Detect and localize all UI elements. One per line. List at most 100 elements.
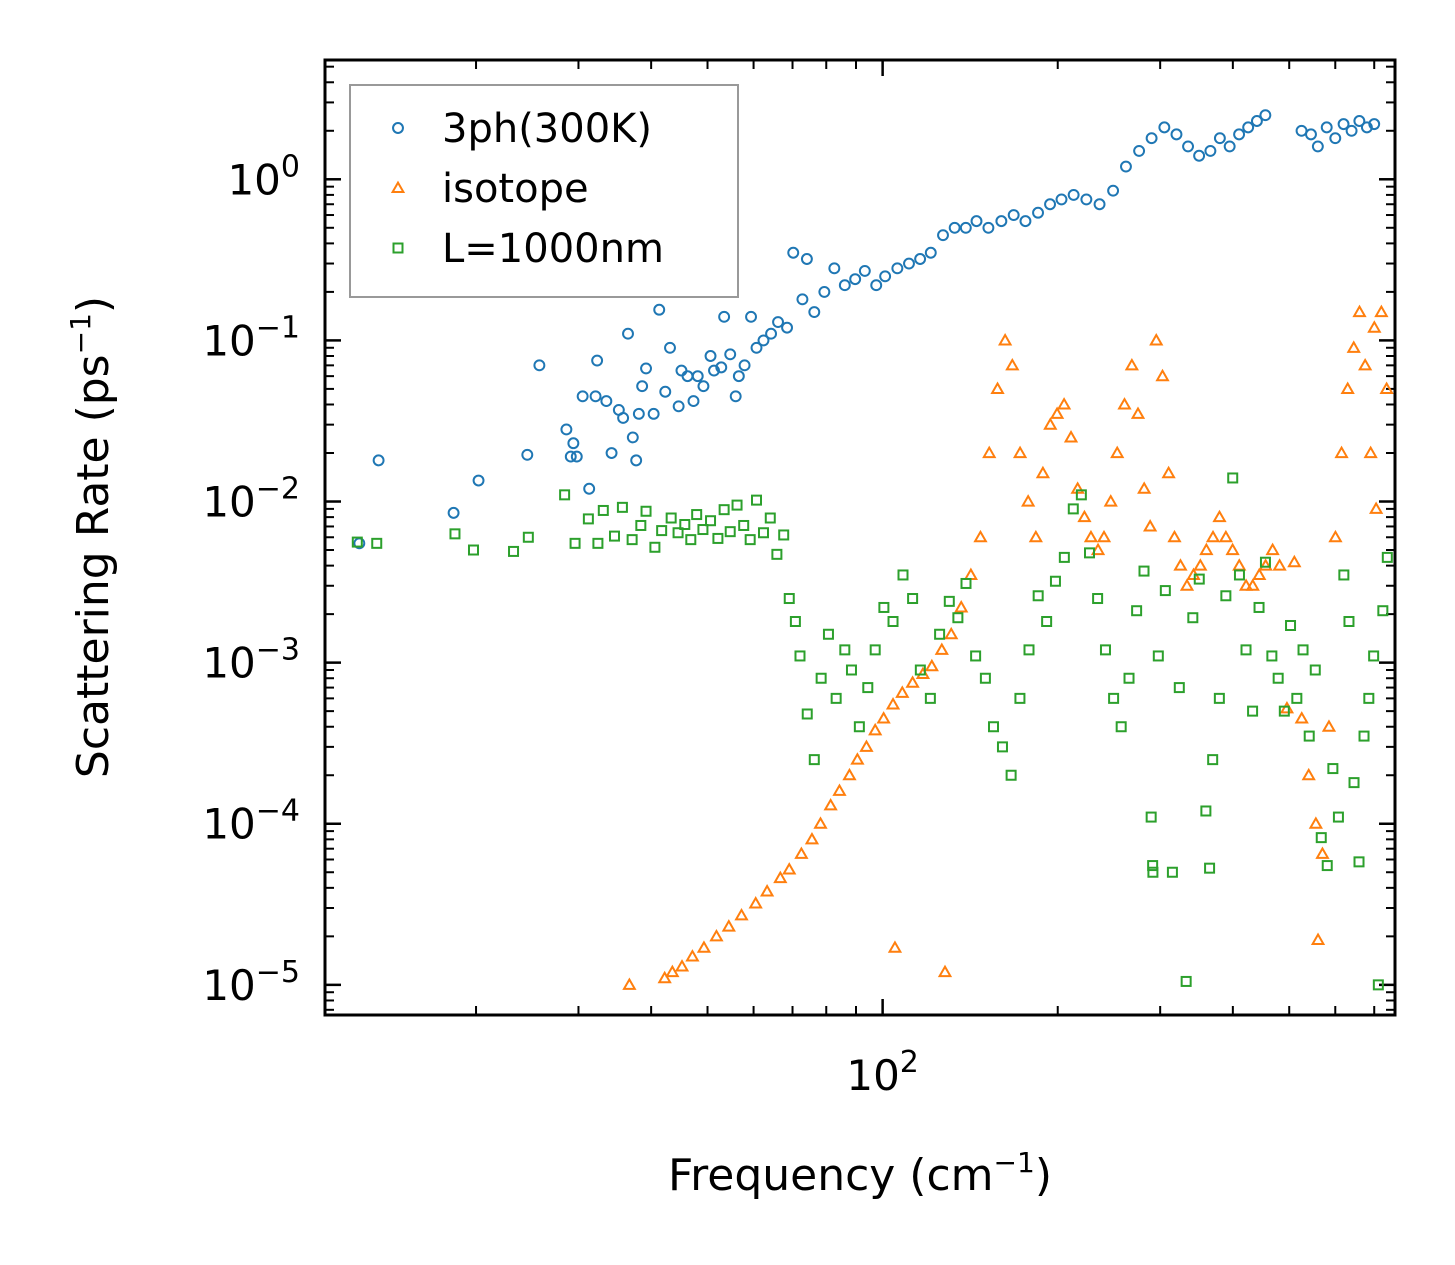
data-point <box>664 341 676 354</box>
data-point <box>1329 132 1342 145</box>
data-point <box>674 959 690 972</box>
data-point <box>622 327 634 340</box>
data-point <box>1084 547 1096 559</box>
data-point <box>372 454 385 467</box>
data-point <box>1166 866 1178 878</box>
data-point <box>1124 357 1139 371</box>
data-point <box>1090 542 1106 556</box>
data-point <box>1320 121 1333 134</box>
data-point <box>960 577 972 589</box>
data-point <box>1012 445 1028 459</box>
data-point <box>653 303 666 316</box>
data-point <box>903 257 915 270</box>
legend-label: L=1000nm <box>442 226 664 272</box>
data-point <box>630 454 643 467</box>
data-point <box>1348 777 1360 789</box>
data-point <box>839 644 851 656</box>
data-point <box>973 529 988 543</box>
data-point <box>1250 115 1263 127</box>
data-point <box>1315 846 1330 859</box>
data-point <box>732 370 745 383</box>
y-tick-label: 10−4 <box>202 794 300 849</box>
data-point <box>738 359 751 372</box>
data-point <box>1233 569 1245 581</box>
data-point <box>659 385 672 398</box>
data-point <box>1340 381 1355 394</box>
data-point <box>1259 556 1271 568</box>
data-point <box>924 692 936 704</box>
data-point <box>970 215 983 228</box>
data-point <box>657 970 672 984</box>
data-point <box>828 262 841 275</box>
data-point <box>859 739 874 752</box>
data-point <box>1332 811 1344 823</box>
data-point <box>685 949 700 962</box>
y-axis-label: Scattering Rate (ps−1) <box>64 296 119 778</box>
data-point <box>564 450 577 463</box>
data-point <box>1207 754 1219 766</box>
data-point <box>708 364 720 377</box>
legend: 3ph(300K) isotope L=1000nm <box>349 84 739 298</box>
tick-labels-layer: 100 10−1 10−2 10−3 10−4 10−5 102 <box>202 149 919 1100</box>
data-point <box>1147 866 1159 878</box>
data-point <box>351 536 363 548</box>
data-point <box>1297 644 1309 656</box>
data-point <box>705 515 717 527</box>
data-point <box>878 601 890 613</box>
data-point <box>1358 357 1373 371</box>
data-point <box>567 437 580 450</box>
data-point <box>1346 340 1361 353</box>
data-point <box>1120 160 1132 173</box>
data-point <box>672 400 685 413</box>
data-point <box>1252 567 1267 581</box>
data-point <box>1147 860 1159 872</box>
data-point <box>905 675 920 688</box>
data-point <box>937 229 949 242</box>
data-point <box>982 445 997 459</box>
data-point <box>1159 585 1171 597</box>
data-point <box>635 519 647 531</box>
data-point <box>914 253 927 265</box>
data-point <box>897 569 909 581</box>
data-point <box>1041 615 1053 627</box>
data-point <box>1056 397 1072 410</box>
data-point <box>959 221 972 234</box>
data-point <box>1363 445 1378 459</box>
data-point <box>1149 332 1164 346</box>
data-point <box>813 816 828 829</box>
data-point <box>1321 719 1337 732</box>
data-point <box>1021 494 1036 507</box>
data-point <box>1315 832 1327 844</box>
data-point <box>891 262 904 275</box>
data-point <box>1321 860 1333 872</box>
legend-label: isotope <box>442 166 589 212</box>
data-point <box>472 474 485 487</box>
data-point <box>794 650 806 662</box>
data-point <box>731 499 743 511</box>
series-3ph(300K) <box>353 109 1381 550</box>
data-point <box>1077 509 1092 523</box>
data-point <box>1155 368 1170 382</box>
data-point <box>647 407 660 420</box>
data-point <box>1278 705 1290 717</box>
data-point <box>782 862 797 875</box>
data-point <box>1161 465 1176 479</box>
data-point <box>990 381 1005 394</box>
x-tick-label: 102 <box>846 1045 919 1100</box>
data-point <box>838 279 851 292</box>
data-point <box>937 964 953 978</box>
data-point <box>764 512 776 524</box>
data-point <box>1266 650 1278 662</box>
data-point <box>616 501 628 513</box>
data-point <box>1199 542 1214 556</box>
data-point <box>1337 118 1350 131</box>
data-point <box>1170 128 1183 141</box>
data-point <box>569 537 581 549</box>
data-point <box>822 628 834 640</box>
data-point <box>1291 692 1303 704</box>
data-point <box>1096 529 1112 543</box>
data-point <box>1369 501 1384 514</box>
data-point <box>1343 615 1355 627</box>
data-point <box>952 612 964 624</box>
